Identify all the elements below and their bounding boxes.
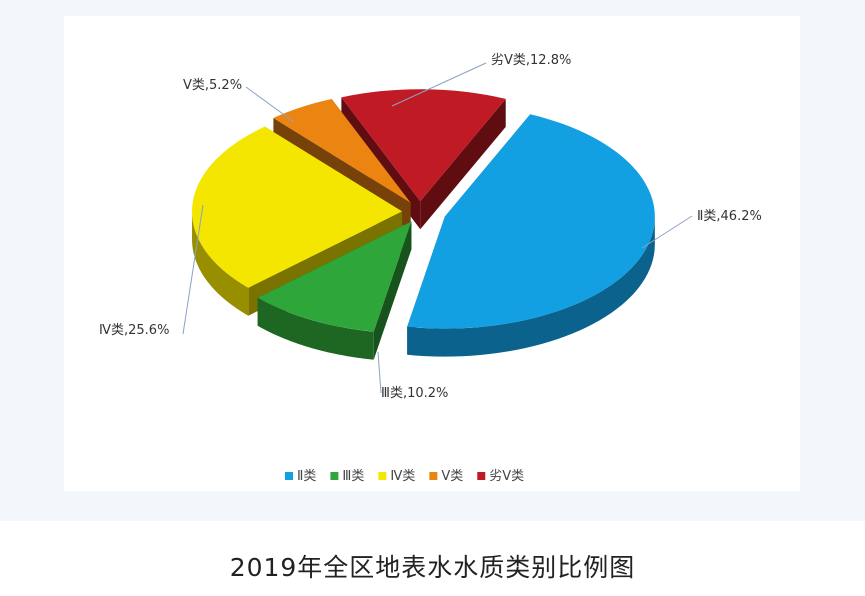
data-label-3: Ⅳ类,25.6%	[99, 323, 169, 338]
leader-line-4	[245, 86, 295, 123]
legend-swatch-3	[378, 472, 387, 480]
legend-swatch-4	[429, 472, 438, 480]
leader-line-5	[391, 62, 487, 107]
legend-swatch-2	[330, 472, 339, 480]
legend-label-4: Ⅴ类	[441, 469, 463, 484]
leader-line-3	[182, 204, 204, 335]
leader-line-1	[641, 215, 693, 249]
figure-caption: 2019年全区地表水水质类别比例图	[229, 553, 636, 582]
pie-slice-1	[407, 114, 655, 357]
data-label-2: Ⅲ类,10.2%	[381, 386, 448, 401]
data-label-1: Ⅱ类,46.2%	[697, 209, 762, 224]
legend-label-3: Ⅳ类	[390, 469, 415, 484]
data-label-5: 劣Ⅴ类,12.8%	[491, 53, 571, 68]
data-label-4: Ⅴ类,5.2%	[183, 78, 242, 93]
legend-swatch-1	[285, 472, 293, 480]
legend-label-2: Ⅲ类	[342, 469, 364, 484]
legend: Ⅱ类 Ⅲ类 Ⅳ类 Ⅴ类 劣Ⅴ类	[285, 469, 524, 484]
legend-label-5: 劣Ⅴ类	[489, 469, 524, 484]
legend-swatch-5	[477, 472, 486, 480]
pie-slice-2	[257, 221, 412, 360]
leader-line-2	[377, 351, 382, 394]
legend-label-1: Ⅱ类	[297, 469, 316, 484]
